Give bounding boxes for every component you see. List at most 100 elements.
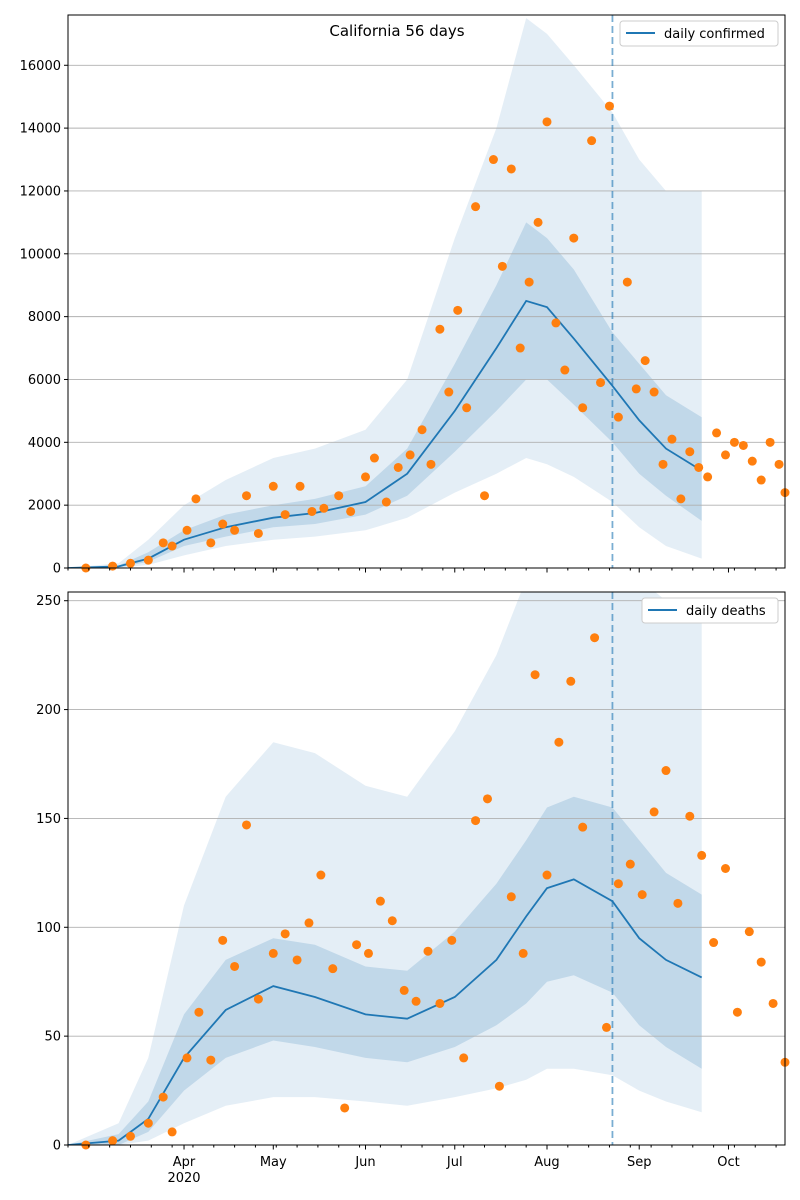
confirmed-observed-point [551, 318, 561, 328]
deaths-observed-point [494, 1081, 504, 1091]
confirmed-observed-point [369, 453, 379, 463]
confirmed-observed-point [471, 202, 481, 212]
deaths-xtick-label: Sep [627, 1155, 652, 1170]
confirmed-observed-point [361, 472, 371, 482]
confirmed-observed-point [393, 462, 403, 472]
confirmed-observed-point [253, 528, 263, 538]
deaths-observed-point [143, 1118, 153, 1128]
deaths-legend: daily deaths [641, 597, 779, 624]
confirmed-observed-point [182, 525, 192, 535]
confirmed-observed-point [694, 462, 704, 472]
confirmed-legend-label: daily confirmed [664, 27, 765, 42]
confirmed-observed-point [167, 541, 177, 551]
confirmed-observed-point [747, 456, 757, 466]
deaths-ytick-label: 150 [36, 812, 61, 827]
deaths-observed-point [709, 938, 719, 948]
confirmed-observed-point [268, 481, 278, 491]
deaths-ytick-label: 0 [53, 1139, 61, 1154]
confirmed-observed-point [417, 425, 427, 435]
confirmed-observed-point [560, 365, 570, 375]
confirmed-observed-point [280, 510, 290, 520]
confirmed-ytick-label: 4000 [28, 436, 61, 451]
deaths-observed-point [435, 998, 445, 1008]
confirmed-legend-box [619, 20, 779, 47]
confirmed-observed-point [587, 136, 597, 146]
confirmed-observed-point [346, 506, 356, 516]
confirmed-uncertainty-bands [68, 18, 702, 568]
deaths-xtick-label: Jul [446, 1155, 463, 1170]
confirmed-observed-point [729, 437, 739, 447]
deaths-observed-point [167, 1127, 177, 1137]
confirmed-observed-point [569, 233, 579, 243]
deaths-observed-point [601, 1022, 611, 1032]
confirmed-observed-point [218, 519, 228, 529]
deaths-observed-point [411, 996, 421, 1006]
confirmed-observed-point [667, 434, 677, 444]
confirmed-observed-point [649, 387, 659, 397]
deaths-observed-point [125, 1131, 135, 1141]
confirmed-ytick-label: 6000 [28, 373, 61, 388]
confirmed-observed-point [191, 494, 201, 504]
confirmed-ytick-label: 10000 [20, 247, 61, 262]
deaths-observed-point [720, 864, 730, 873]
confirmed-observed-point [381, 497, 391, 507]
deaths-observed-point [182, 1053, 192, 1063]
confirmed-observed-point [685, 447, 695, 457]
confirmed-observed-point [334, 491, 344, 501]
deaths-band-outer [68, 592, 702, 1145]
confirmed-observed-point [515, 343, 525, 353]
confirmed-observed-point [319, 503, 329, 513]
figure-title: California 56 days [329, 22, 464, 40]
confirmed-observed-point [720, 450, 730, 460]
confirmed-ytick-label: 14000 [20, 122, 61, 137]
deaths-uncertainty-bands [68, 592, 702, 1145]
confirmed-observed-point [524, 277, 534, 287]
confirmed-y-axis: 0 2000 4000 6000 8000 10000 12000 14000 16000 [20, 59, 68, 577]
confirmed-ytick-label: 16000 [20, 59, 61, 74]
deaths-observed-point [768, 998, 778, 1008]
deaths-observed-point [280, 929, 290, 939]
confirmed-observed-point [542, 117, 552, 127]
confirmed-observed-point [453, 305, 463, 315]
confirmed-observed-point [444, 387, 454, 397]
deaths-observed-point [506, 892, 516, 902]
deaths-observed-point [108, 1136, 118, 1146]
deaths-observed-point [242, 820, 252, 830]
deaths-observed-point [387, 916, 397, 926]
deaths-observed-point [459, 1053, 469, 1063]
deaths-observed-point [518, 948, 528, 958]
confirmed-observed-point [613, 412, 623, 422]
deaths-xtick-label: Apr [173, 1155, 196, 1170]
deaths-observed-point [661, 766, 671, 776]
deaths-observed-point [471, 816, 481, 826]
confirmed-ytick-label: 2000 [28, 499, 61, 514]
confirmed-observed-point [435, 324, 445, 334]
confirmed-observed-point [658, 459, 668, 469]
deaths-y-axis: 0 50 100 150 200 250 [36, 594, 68, 1154]
deaths-observed-point [685, 811, 695, 821]
deaths-observed-point [625, 859, 635, 869]
deaths-observed-point [304, 918, 314, 928]
deaths-observed-point [253, 994, 263, 1004]
deaths-observed-point [554, 737, 564, 747]
confirmed-observed-point [622, 277, 632, 287]
deaths-observed-point [732, 1007, 742, 1017]
confirmed-observed-point [480, 491, 490, 501]
deaths-observed-point [744, 927, 754, 937]
confirmed-band-outer [68, 18, 702, 568]
x-axis-year-label: 2020 [167, 1171, 200, 1186]
deaths-observed-point [206, 1055, 216, 1065]
deaths-ytick-label: 200 [36, 703, 61, 718]
confirmed-ytick-label: 8000 [28, 310, 61, 325]
deaths-legend-label: daily deaths [686, 604, 766, 619]
confirmed-observed-point [533, 217, 543, 227]
confirmed-observed-point [206, 538, 216, 548]
confirmed-observed-point [158, 538, 168, 548]
confirmed-observed-point [143, 555, 153, 565]
deaths-observed-point [316, 870, 326, 880]
deaths-observed-point [447, 935, 457, 945]
confirmed-observed-point [578, 403, 588, 413]
deaths-ytick-label: 250 [36, 594, 61, 609]
confirmed-observed-point [242, 491, 252, 501]
deaths-observed-point [697, 850, 707, 860]
